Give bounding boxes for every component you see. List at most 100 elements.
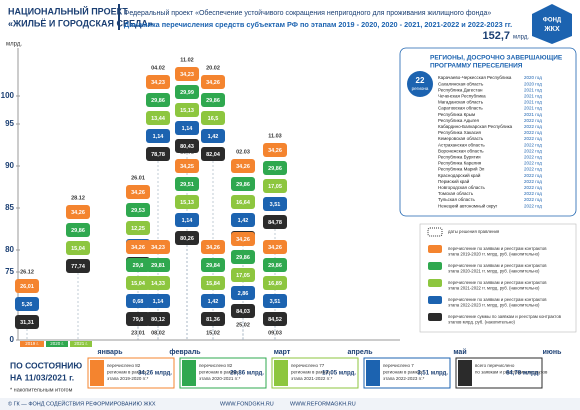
summary-icon <box>274 360 288 386</box>
region-year: 2021 год <box>524 106 542 111</box>
pill-value: 78,78 <box>151 152 165 158</box>
summary-icon <box>182 360 196 386</box>
pill-value: 15,04 <box>131 281 146 287</box>
pill <box>201 240 225 254</box>
pill <box>175 85 199 99</box>
summary-text: перечислено 7 <box>383 363 414 368</box>
pill-value: 29,51 <box>180 182 194 188</box>
pill-value: 15,04 <box>71 246 86 252</box>
pill-value: 34,23 <box>151 80 165 86</box>
pill-value: 34,26 <box>268 245 282 251</box>
pill <box>15 297 39 311</box>
month-label: апрель <box>347 349 373 356</box>
pill <box>231 286 255 300</box>
region-year: 2021 год <box>524 93 542 98</box>
pill-value: 29,86 <box>268 263 282 269</box>
summary-text: регионам в рамках <box>383 370 423 375</box>
pill <box>126 258 150 272</box>
month-label: май <box>453 348 466 356</box>
summary-text: по заявкам и реестрам контрактов <box>475 370 548 375</box>
pill-value: 1,42 <box>208 134 219 140</box>
federal: Федеральный проект «Обеспечение устойчив… <box>124 9 491 17</box>
pill <box>263 240 287 254</box>
region-name: Кабардино-Балкарская Республика <box>438 124 513 129</box>
status-note: * накопительным итогом <box>10 387 73 393</box>
legend-text: этапа 2022-2023 гг. млрд. руб. (накопите… <box>448 303 540 308</box>
pill-value: 34,26 <box>236 164 250 170</box>
pill <box>263 143 287 157</box>
y-tick-label: 100 <box>1 91 15 100</box>
region-name: Саратовская область <box>438 106 483 111</box>
region-name: Воронежская область <box>438 148 484 153</box>
region-year: 2020 год <box>524 81 542 86</box>
pill-value: 3,51 <box>270 202 281 208</box>
pill <box>175 177 199 191</box>
pill <box>263 312 287 326</box>
legend-swatch <box>428 279 442 287</box>
pill-value: 84,78 <box>268 220 282 226</box>
pill-value: 0,68 <box>133 299 144 305</box>
regions-title: ПРОГРАММУ ПЕРЕСЕЛЕНИЯ <box>430 63 523 70</box>
region-name: Чеченская Республика <box>438 93 486 98</box>
pill <box>201 294 225 308</box>
pill-value: 34,26 <box>71 210 85 216</box>
region-name: Магаданская область <box>438 100 484 105</box>
pill <box>146 312 170 326</box>
pill-value: 29,86 <box>268 166 282 172</box>
pill <box>231 250 255 264</box>
date-label: 08.02 <box>151 330 165 336</box>
pill <box>201 312 225 326</box>
pill <box>175 139 199 153</box>
regions-count-label: региона <box>412 86 429 91</box>
pill <box>201 276 225 290</box>
pill-value: 16,5 <box>208 116 219 122</box>
y-tick-label: 0 <box>10 335 15 344</box>
regions-badge <box>407 71 433 97</box>
month-label: февраль <box>169 349 201 356</box>
pill-value: 84,52 <box>268 317 282 323</box>
date-label: 23.01 <box>131 330 145 336</box>
pill-value: 12,25 <box>131 226 145 232</box>
region-name: Кемеровская область <box>438 136 484 141</box>
pill <box>146 258 170 272</box>
pill-value: 29,86 <box>236 182 250 188</box>
pill-value: 2,86 <box>238 291 249 297</box>
summary-icon <box>90 360 104 386</box>
regions-title: РЕГИОНЫ, ДОСРОЧНО ЗАВЕРШАЮЩИЕ <box>430 55 563 62</box>
legend-swatch <box>428 296 442 304</box>
logo-text: ЖКХ <box>543 26 560 33</box>
pill <box>175 231 199 245</box>
region-name: Республика Марий Эл <box>438 166 485 172</box>
pill-value: 29,81 <box>151 263 165 269</box>
pill-value: 3,51 <box>270 299 281 305</box>
legend-text: этапа 2019-2020 гг. млрд. руб. (накопите… <box>448 252 540 257</box>
pill <box>201 93 225 107</box>
year-bar <box>46 341 68 347</box>
summary-text: регионам в рамках <box>291 370 331 375</box>
legend-text: этапа 2020-2021 гг. млрд. руб. (накопите… <box>448 269 540 274</box>
footer-link: WWW.FONDGKH.RU <box>220 401 274 407</box>
region-year: 2022 год <box>524 185 542 190</box>
region-year: 2022 год <box>524 191 542 196</box>
pill <box>231 213 255 227</box>
month-label: январь <box>98 349 124 356</box>
pill-value: 79,8 <box>133 317 144 323</box>
date-label: 26.12 <box>20 269 34 275</box>
pill <box>231 268 255 282</box>
date-label: 09.03 <box>268 330 282 336</box>
pill-value: 34,25 <box>180 164 194 170</box>
summary-text: перечислено 77 <box>291 363 325 368</box>
region-year: 2022 год <box>524 167 542 172</box>
title: Динамика перечисления средств субъектам … <box>124 20 512 29</box>
legend-swatch <box>427 227 443 237</box>
region-year: 2021 год <box>524 112 542 117</box>
y-tick-label: 85 <box>5 203 14 212</box>
pill <box>126 312 150 326</box>
pill <box>126 294 150 308</box>
region-name: Томская область <box>438 191 474 196</box>
status-date: НА 11/03/2021 г. <box>10 372 74 382</box>
pill <box>126 221 150 235</box>
pill-value: 29,84 <box>206 263 221 269</box>
pill <box>175 67 199 81</box>
